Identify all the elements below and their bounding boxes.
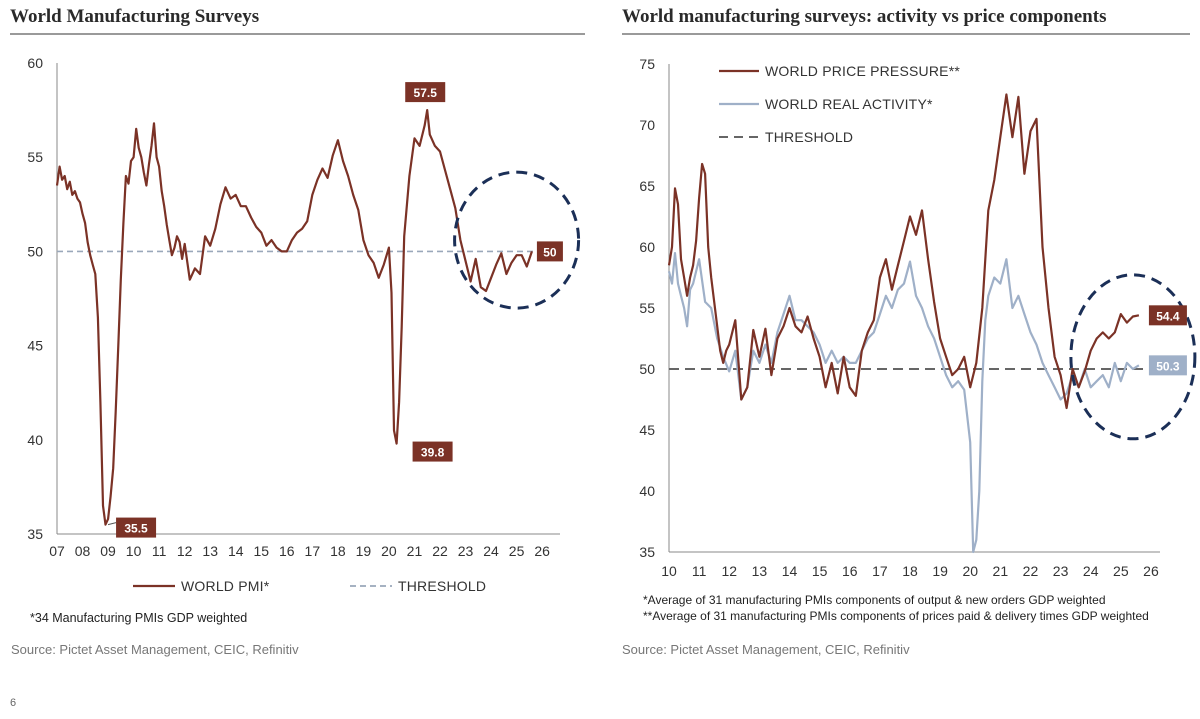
left-value-label-box	[405, 82, 446, 103]
right-footnote-price: **Average of 31 manufacturing PMIs compo…	[643, 609, 1149, 623]
left-x-tick-label: 17	[305, 543, 321, 559]
right-x-tick-label: 16	[842, 563, 858, 579]
right-x-tick-label: 24	[1083, 563, 1099, 579]
right-x-tick-label: 26	[1143, 563, 1159, 579]
right-x-tick-label: 11	[692, 563, 707, 579]
left-y-tick-label: 45	[27, 338, 43, 354]
left-x-tick-label: 11	[152, 543, 167, 559]
right-x-tick-label: 14	[782, 563, 798, 579]
right-y-tick-label: 45	[639, 422, 655, 438]
right-x-tick-label: 23	[1053, 563, 1069, 579]
left-chart: 35 40 45 50 55 60 07 08 09 10 11 12 13 14 15 16 17 18 19 20…	[27, 55, 581, 594]
right-y-tick-label: 55	[639, 300, 655, 316]
right-footnote-activity: *Average of 31 manufacturing PMIs compon…	[643, 593, 1106, 607]
left-footnote: *34 Manufacturing PMIs GDP weighted	[30, 611, 248, 625]
right-y-tick-label: 70	[639, 117, 655, 133]
right-x-tick-label: 21	[993, 563, 1009, 579]
left-label-leader	[107, 522, 117, 526]
right-legend-threshold-label: THRESHOLD	[765, 129, 853, 145]
left-value-label-box	[412, 441, 453, 462]
right-x-tick-label: 19	[932, 563, 948, 579]
right-legend-activity-label: WORLD REAL ACTIVITY*	[765, 96, 933, 112]
right-price-value-label: 54.4	[1156, 309, 1180, 323]
right-activity-value-label: 50.3	[1156, 359, 1180, 373]
left-x-tick-label: 10	[126, 543, 142, 559]
left-x-tick-label: 23	[458, 543, 474, 559]
left-x-tick-label: 08	[75, 543, 91, 559]
right-highlight-circle	[1069, 273, 1197, 441]
left-x-tick-label: 13	[202, 543, 218, 559]
left-highlight-circle	[453, 170, 581, 310]
left-legend-threshold-label: THRESHOLD	[398, 578, 486, 594]
left-y-tick-label: 35	[27, 526, 43, 542]
left-value-label: 57.5	[414, 86, 438, 100]
left-x-tick-label: 07	[49, 543, 65, 559]
right-x-tick-label: 18	[902, 563, 918, 579]
right-x-tick-label: 20	[962, 563, 978, 579]
right-x-tick-label: 10	[661, 563, 677, 579]
right-price-line	[667, 93, 1140, 410]
left-x-tick-label: 19	[356, 543, 372, 559]
left-value-label-box	[536, 241, 563, 262]
left-x-tick-label: 16	[279, 543, 295, 559]
right-x-tick-label: 17	[872, 563, 888, 579]
right-activity-line	[667, 252, 1140, 554]
left-value-label-box	[116, 517, 157, 538]
left-x-tick-label: 26	[534, 543, 550, 559]
right-x-tick-label: 15	[812, 563, 828, 579]
right-x-tick-label: 13	[752, 563, 768, 579]
left-y-tick-label: 60	[27, 55, 43, 71]
right-source: Source: Pictet Asset Management, CEIC, R…	[622, 642, 910, 657]
left-legend-pmi-label: WORLD PMI*	[181, 578, 270, 594]
left-x-tick-label: 14	[228, 543, 244, 559]
right-chart: 35 40 45 50 55 60 65 70 75 10 11 12 13 14 15 16 17 18 19 20…	[639, 56, 1197, 579]
right-title-rule	[622, 33, 1190, 35]
right-activity-value-label-box	[1148, 355, 1187, 376]
right-y-tick-label: 60	[639, 239, 655, 255]
left-value-label: 39.8	[421, 446, 445, 460]
right-y-tick-label: 35	[639, 544, 655, 560]
right-chart-title: World manufacturing surveys: activity vs…	[622, 6, 1107, 27]
left-x-tick-label: 20	[381, 543, 397, 559]
right-legend-price-label: WORLD PRICE PRESSURE**	[765, 63, 960, 79]
left-x-tick-label: 18	[330, 543, 346, 559]
left-y-tick-label: 40	[27, 432, 43, 448]
left-x-tick-label: 22	[432, 543, 448, 559]
left-pmi-line	[55, 109, 533, 526]
left-y-tick-label: 55	[27, 149, 43, 165]
right-x-tick-label: 25	[1113, 563, 1129, 579]
right-x-tick-label: 22	[1023, 563, 1039, 579]
left-x-tick-label: 24	[483, 543, 499, 559]
left-source: Source: Pictet Asset Management, CEIC, R…	[11, 642, 299, 657]
page-number: 6	[10, 697, 17, 709]
right-price-value-label-box	[1148, 305, 1187, 326]
left-title-rule	[10, 33, 585, 35]
left-value-label: 35.5	[124, 522, 148, 536]
left-x-tick-label: 25	[509, 543, 525, 559]
left-x-tick-label: 12	[177, 543, 193, 559]
left-value-label: 50	[543, 245, 557, 259]
right-y-tick-label: 40	[639, 483, 655, 499]
left-chart-title: World Manufacturing Surveys	[10, 6, 260, 27]
left-x-tick-label: 15	[253, 543, 269, 559]
left-x-tick-label: 21	[407, 543, 423, 559]
left-y-tick-label: 50	[27, 243, 43, 259]
left-x-tick-label: 09	[100, 543, 116, 559]
right-y-tick-label: 75	[639, 56, 655, 72]
right-y-tick-label: 50	[639, 361, 655, 377]
right-x-tick-label: 12	[721, 563, 737, 579]
right-y-tick-label: 65	[639, 178, 655, 194]
